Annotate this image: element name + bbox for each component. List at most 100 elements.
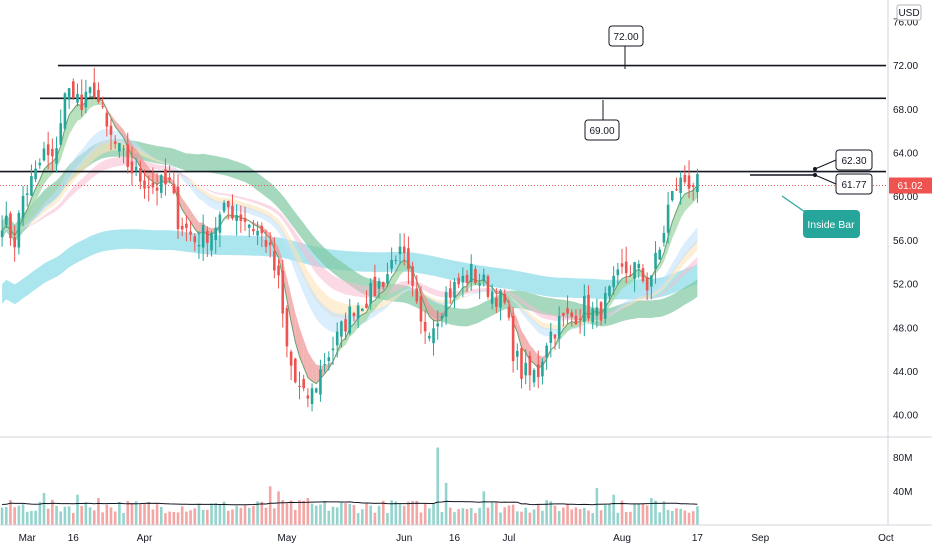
candle-body[interactable]	[499, 290, 502, 308]
candle-body[interactable]	[423, 321, 427, 332]
candle-body[interactable]	[306, 395, 310, 399]
candle-body[interactable]	[453, 281, 456, 298]
candle-body[interactable]	[407, 248, 410, 270]
candle-body[interactable]	[159, 175, 163, 193]
candle-body[interactable]	[612, 275, 615, 288]
candle-body[interactable]	[658, 249, 662, 260]
candle-body[interactable]	[675, 189, 678, 191]
candle-body[interactable]	[348, 306, 352, 334]
candle-body[interactable]	[511, 315, 515, 362]
candle-body[interactable]	[398, 246, 402, 255]
candle-body[interactable]	[503, 293, 507, 303]
candle-body[interactable]	[394, 259, 398, 261]
candle-body[interactable]	[113, 141, 117, 144]
candle-body[interactable]	[448, 288, 452, 298]
candle-body[interactable]	[273, 251, 276, 271]
candle-body[interactable]	[134, 166, 138, 171]
candle-body[interactable]	[34, 168, 37, 180]
candle-body[interactable]	[528, 355, 532, 376]
candle-body[interactable]	[516, 350, 519, 357]
candle-body[interactable]	[352, 313, 356, 317]
candle-body[interactable]	[310, 388, 314, 404]
candle-body[interactable]	[9, 213, 12, 239]
candle-body[interactable]	[197, 244, 201, 247]
candle-body[interactable]	[536, 364, 540, 378]
candle-body[interactable]	[46, 144, 50, 156]
candle-body[interactable]	[84, 91, 88, 108]
candle-body[interactable]	[51, 148, 54, 157]
candle-body[interactable]	[381, 281, 385, 288]
candle-body[interactable]	[13, 237, 16, 248]
candle-body[interactable]	[670, 191, 674, 201]
candle-body[interactable]	[260, 226, 264, 234]
candle-body[interactable]	[645, 277, 649, 291]
candle-body[interactable]	[419, 296, 423, 322]
candle-body[interactable]	[587, 294, 590, 319]
candle-body[interactable]	[507, 307, 511, 318]
candle-body[interactable]	[302, 379, 305, 389]
candle-body[interactable]	[109, 125, 113, 135]
candle-body[interactable]	[139, 168, 142, 182]
candle-body[interactable]	[402, 246, 406, 253]
candle-body[interactable]	[176, 186, 180, 230]
candle-body[interactable]	[583, 295, 586, 322]
candle-body[interactable]	[21, 195, 25, 219]
candle-body[interactable]	[126, 144, 130, 167]
candle-body[interactable]	[457, 277, 460, 285]
candle-body[interactable]	[143, 180, 146, 189]
candle-body[interactable]	[654, 252, 657, 270]
candle-body[interactable]	[319, 369, 322, 395]
candle-body[interactable]	[495, 297, 498, 307]
candle-body[interactable]	[164, 169, 167, 185]
candle-body[interactable]	[239, 214, 243, 221]
candle-body[interactable]	[335, 331, 339, 346]
callout-69[interactable]: 69.00	[584, 100, 620, 141]
candle-body[interactable]	[92, 82, 96, 97]
candle-body[interactable]	[415, 288, 419, 302]
candle-body[interactable]	[289, 351, 293, 366]
candle-body[interactable]	[440, 316, 444, 319]
candle-body[interactable]	[637, 263, 641, 269]
candle-body[interactable]	[574, 315, 578, 325]
candle-body[interactable]	[201, 225, 205, 248]
candle-body[interactable]	[608, 286, 611, 297]
candle-body[interactable]	[650, 275, 653, 287]
candle-body[interactable]	[683, 174, 687, 183]
candle-body[interactable]	[59, 123, 63, 145]
callout-6230[interactable]: 62.30	[813, 149, 873, 171]
candle-body[interactable]	[566, 308, 569, 314]
candle-body[interactable]	[76, 93, 79, 103]
candle-body[interactable]	[428, 335, 431, 339]
candle-body[interactable]	[373, 276, 377, 297]
currency-box[interactable]	[896, 4, 922, 21]
candle-body[interactable]	[361, 308, 364, 312]
candle-body[interactable]	[377, 280, 381, 289]
candle-body[interactable]	[696, 174, 699, 193]
candle-body[interactable]	[180, 225, 184, 230]
candle-body[interactable]	[130, 161, 134, 174]
candle-body[interactable]	[118, 143, 121, 152]
price-axis[interactable]: 76.00 72.00 68.00 64.00 60.00 56.00 52.00 48.00…	[893, 17, 918, 421]
candle-body[interactable]	[63, 93, 67, 129]
callout-72[interactable]: 72.00	[608, 25, 644, 69]
callout-6177[interactable]: 61.77	[750, 173, 873, 195]
candle-body[interactable]	[193, 236, 197, 243]
candle-body[interactable]	[218, 214, 222, 233]
candle-body[interactable]	[231, 205, 234, 219]
callout-6230-box[interactable]	[835, 149, 873, 171]
candle-body[interactable]	[620, 263, 624, 267]
candle-body[interactable]	[88, 87, 92, 94]
candle-body[interactable]	[595, 307, 599, 316]
candle-body[interactable]	[25, 193, 29, 195]
candle-body[interactable]	[210, 232, 213, 251]
candle-body[interactable]	[436, 323, 440, 327]
candle-body[interactable]	[72, 81, 75, 99]
candle-body[interactable]	[386, 274, 389, 284]
candle-body[interactable]	[247, 224, 251, 228]
candle-body[interactable]	[687, 175, 691, 189]
candle-body[interactable]	[243, 217, 247, 222]
candle-body[interactable]	[553, 334, 557, 339]
candle-body[interactable]	[214, 227, 218, 240]
